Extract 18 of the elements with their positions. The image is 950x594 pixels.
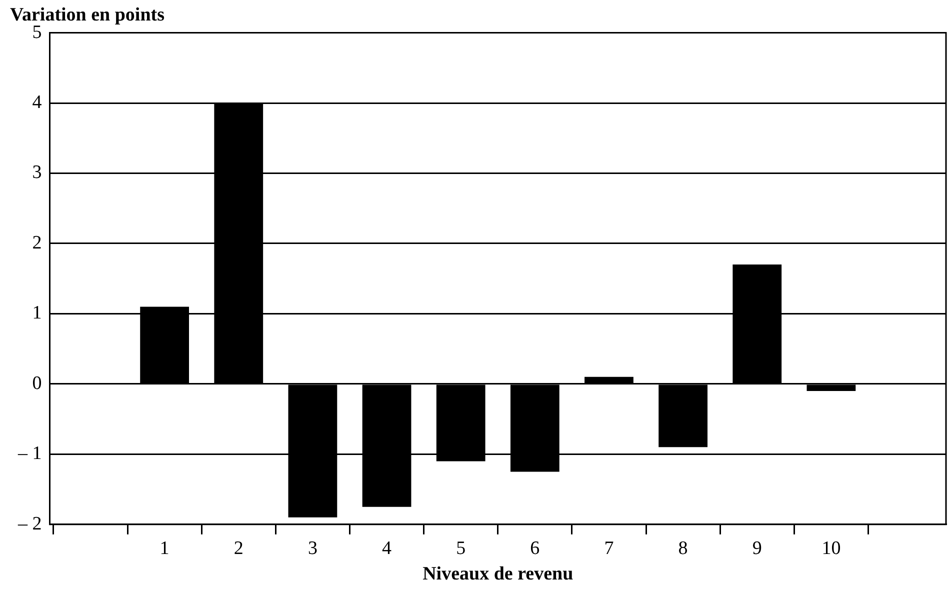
x-tick-label: 5 xyxy=(456,538,466,559)
y-tick-label: – 1 xyxy=(17,443,42,464)
x-tick-label: 3 xyxy=(308,538,318,559)
x-tick-label: 8 xyxy=(678,538,688,559)
y-tick-label: 2 xyxy=(32,232,42,254)
x-tick-label: 2 xyxy=(234,538,244,559)
y-tick-label: 4 xyxy=(32,92,42,114)
y-tick-label: – 2 xyxy=(17,513,42,534)
x-tick-label: 6 xyxy=(530,538,540,559)
y-tick-label: 3 xyxy=(32,162,42,184)
y-tick-label: 0 xyxy=(32,372,42,394)
x-tick-label: 7 xyxy=(604,538,614,559)
x-tick-label: 9 xyxy=(752,538,762,559)
y-tick-label: 1 xyxy=(32,302,42,324)
x-tick-label: 4 xyxy=(382,538,392,559)
x-tick-label: 1 xyxy=(160,538,170,559)
x-axis-title: Niveaux de revenu xyxy=(422,564,574,585)
x-tick-label: 10 xyxy=(822,538,841,559)
